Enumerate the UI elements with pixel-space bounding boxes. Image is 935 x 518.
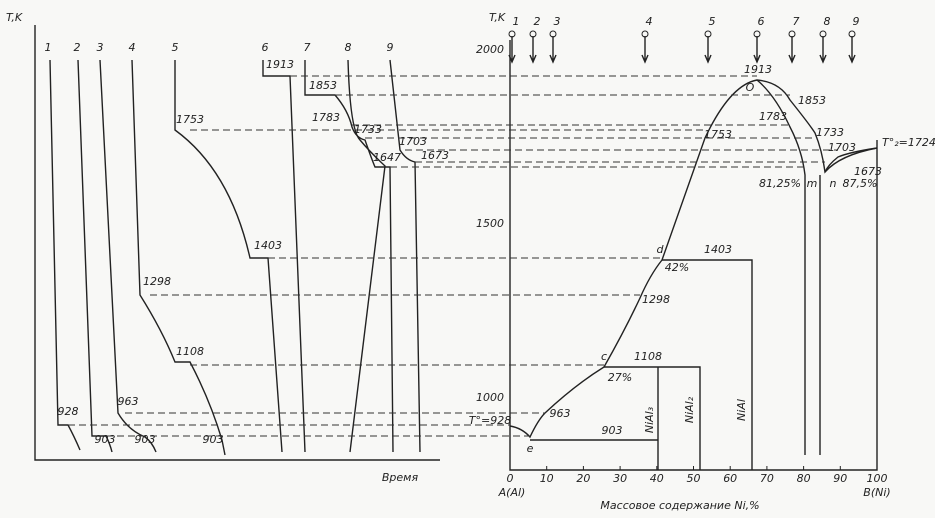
point-label: 1403 bbox=[704, 243, 732, 256]
phase-label: NiAl₂ bbox=[683, 396, 696, 423]
point-label: 1783 bbox=[759, 110, 787, 123]
point-label: 42% bbox=[665, 261, 689, 274]
point-label: 1913 bbox=[744, 63, 772, 76]
x-tick-label: 30 bbox=[613, 472, 627, 485]
temperature-label: 1853 bbox=[309, 79, 337, 92]
point-label: 1753 bbox=[704, 128, 732, 141]
point-label: c bbox=[601, 350, 607, 363]
x-tick-label: 90 bbox=[833, 472, 847, 485]
alloy-label: 6 bbox=[758, 15, 765, 28]
temperature-label: 1913 bbox=[266, 58, 294, 71]
x-tick-label: 0 bbox=[507, 472, 514, 485]
alloy-label: 7 bbox=[793, 15, 800, 28]
temperature-label: 1298 bbox=[143, 275, 171, 288]
curve-label: 2 bbox=[74, 41, 81, 54]
x-tick-label: 60 bbox=[723, 472, 737, 485]
temperature-label: 903 bbox=[95, 433, 116, 446]
x-tick-label: 10 bbox=[540, 472, 554, 485]
point-label: e bbox=[527, 442, 534, 455]
point-label: m bbox=[807, 177, 818, 190]
cooling-axes bbox=[34, 25, 440, 461]
point-label: 1673 bbox=[854, 165, 882, 178]
temperature-label: 1108 bbox=[176, 345, 204, 358]
alloy-label: 1 bbox=[513, 15, 520, 28]
temperature-label: 1733 bbox=[354, 123, 382, 136]
x-tick-label: 80 bbox=[797, 472, 811, 485]
temperature-label: 963 bbox=[118, 395, 139, 408]
alloy-marker bbox=[819, 30, 827, 38]
point-label: T°=928 bbox=[469, 414, 511, 427]
cooling-curves bbox=[49, 59, 421, 456]
component-label: B(Ni) bbox=[863, 486, 890, 499]
temperature-label: 1753 bbox=[176, 113, 204, 126]
temperature-label: 1703 bbox=[399, 135, 427, 148]
curve-label: 5 bbox=[172, 41, 179, 54]
x-tick-label: 40 bbox=[650, 472, 664, 485]
alloy-label: 5 bbox=[709, 15, 716, 28]
alloy-marker bbox=[753, 30, 761, 38]
alloy-label: 8 bbox=[824, 15, 831, 28]
temperature-label: 1647 bbox=[373, 151, 401, 164]
curve-label: 4 bbox=[129, 41, 136, 54]
curve-label: 3 bbox=[97, 41, 104, 54]
point-label: 27% bbox=[608, 371, 632, 384]
temperature-label: 903 bbox=[203, 433, 224, 446]
temperature-label: 903 bbox=[135, 433, 156, 446]
alloy-marker bbox=[529, 30, 537, 38]
point-label: 1108 bbox=[634, 350, 662, 363]
curve-label: 8 bbox=[345, 41, 352, 54]
point-label: 903 bbox=[602, 424, 623, 437]
point-label: 1298 bbox=[642, 293, 670, 306]
alloy-marker bbox=[549, 30, 557, 38]
projection-lines bbox=[68, 75, 838, 437]
axis-label: T,K bbox=[489, 11, 506, 24]
y-tick-label: 2000 bbox=[476, 43, 504, 56]
point-label: 963 bbox=[550, 407, 571, 420]
alloy-marker bbox=[788, 30, 796, 38]
alloy-marker bbox=[508, 30, 516, 38]
temperature-label: 1783 bbox=[312, 111, 340, 124]
point-label: 81,25% bbox=[759, 177, 801, 190]
point-label: 1853 bbox=[798, 94, 826, 107]
point-label: 1733 bbox=[816, 126, 844, 139]
point-label: n bbox=[830, 177, 837, 190]
alloy-arrows bbox=[508, 36, 856, 64]
point-label: T°₂=1724 bbox=[882, 136, 935, 149]
y-tick-label: 1000 bbox=[476, 391, 504, 404]
x-tick-label: 50 bbox=[687, 472, 701, 485]
axis-label: T,K bbox=[6, 11, 23, 24]
alloy-label: 2 bbox=[534, 15, 541, 28]
curve-label: 9 bbox=[387, 41, 394, 54]
point-label: d bbox=[657, 243, 665, 256]
alloy-marker bbox=[704, 30, 712, 38]
alloy-label: 3 bbox=[554, 15, 561, 28]
point-label: 87,5% bbox=[843, 177, 878, 190]
component-label: A(Al) bbox=[498, 486, 526, 499]
alloy-marker bbox=[848, 30, 856, 38]
x-axis-title: Массовое содержание Ni,% bbox=[600, 499, 759, 512]
alloy-label: 9 bbox=[853, 15, 860, 28]
x-tick-label: 70 bbox=[760, 472, 774, 485]
phase-label: NiAl bbox=[735, 399, 748, 421]
alloy-marker bbox=[641, 30, 649, 38]
x-tick-label: 20 bbox=[576, 472, 590, 485]
temperature-label: 1403 bbox=[254, 239, 282, 252]
x-tick-label: 100 bbox=[867, 472, 888, 485]
temperature-label: 928 bbox=[58, 405, 79, 418]
alloy-label: 4 bbox=[646, 15, 653, 28]
time-label: Время bbox=[382, 471, 419, 484]
curve-label: 6 bbox=[262, 41, 269, 54]
curve-label: 1 bbox=[45, 41, 52, 54]
temperature-label: 1673 bbox=[421, 149, 449, 162]
point-label: O bbox=[746, 81, 755, 94]
curve-label: 7 bbox=[304, 41, 311, 54]
y-tick-label: 1500 bbox=[476, 217, 504, 230]
phase-label: NiAl₃ bbox=[643, 406, 656, 433]
point-label: 1703 bbox=[828, 141, 856, 154]
